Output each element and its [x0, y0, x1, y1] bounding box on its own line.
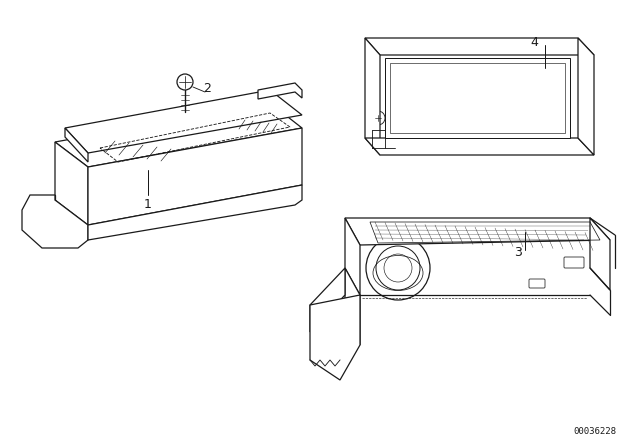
- Polygon shape: [385, 58, 570, 138]
- Polygon shape: [65, 128, 88, 162]
- Text: 00036228: 00036228: [573, 427, 616, 436]
- Polygon shape: [365, 38, 380, 155]
- Polygon shape: [365, 38, 594, 55]
- FancyBboxPatch shape: [529, 279, 545, 288]
- Polygon shape: [578, 38, 594, 155]
- Circle shape: [366, 236, 430, 300]
- FancyBboxPatch shape: [564, 257, 584, 268]
- Text: 3: 3: [514, 246, 522, 258]
- Polygon shape: [590, 218, 610, 290]
- Polygon shape: [310, 295, 360, 380]
- Polygon shape: [258, 83, 302, 99]
- Polygon shape: [345, 268, 360, 345]
- Text: 4: 4: [530, 35, 538, 48]
- Polygon shape: [345, 218, 610, 245]
- Polygon shape: [345, 218, 360, 295]
- Polygon shape: [65, 90, 302, 153]
- Polygon shape: [55, 142, 88, 225]
- Polygon shape: [88, 185, 302, 240]
- Text: 1: 1: [144, 198, 152, 211]
- Text: 2: 2: [203, 82, 211, 95]
- Polygon shape: [365, 138, 594, 155]
- Polygon shape: [88, 128, 302, 225]
- Polygon shape: [55, 103, 302, 167]
- Polygon shape: [310, 268, 345, 332]
- Polygon shape: [22, 195, 88, 248]
